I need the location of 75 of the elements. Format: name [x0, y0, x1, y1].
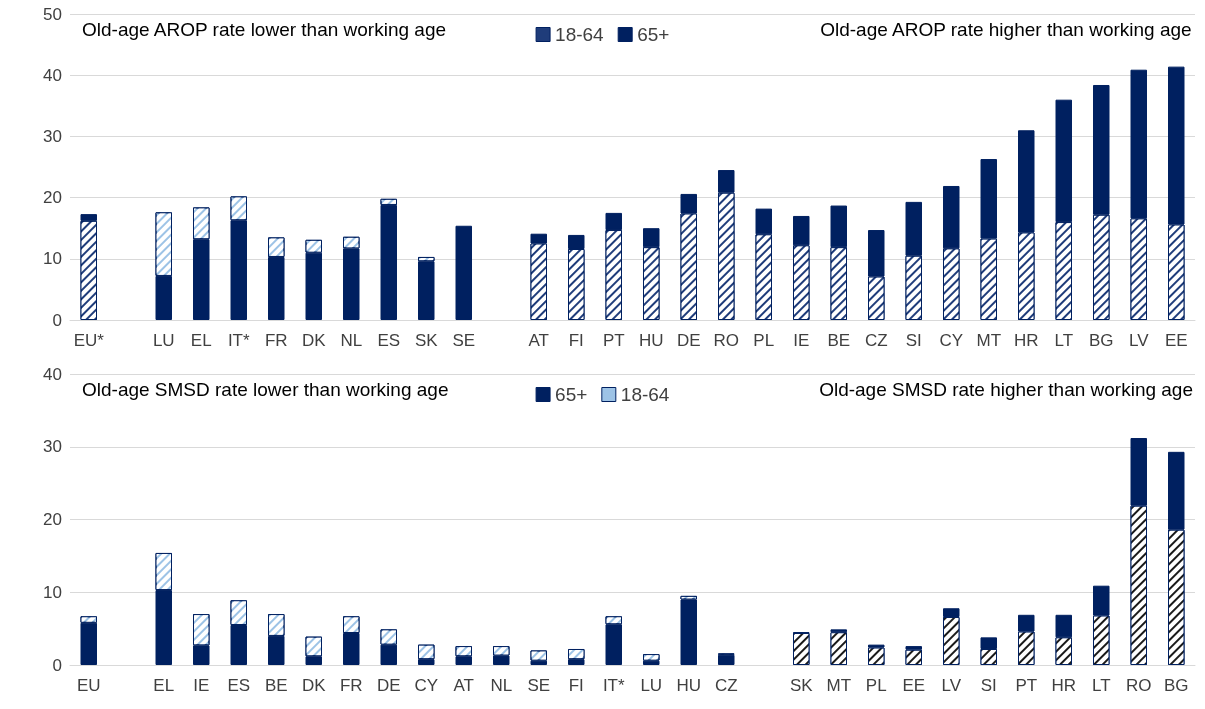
x-tick-label: SE	[527, 676, 551, 695]
y-tick-label: 50	[43, 4, 62, 24]
annotation: Old-age AROP rate lower than working age	[82, 19, 447, 40]
x-tick-label: HR	[1013, 331, 1039, 350]
x-tick-label: NL	[490, 676, 513, 695]
x-tick-label: BG	[1163, 676, 1189, 695]
legend-label: 18-64	[620, 384, 670, 405]
y-tick-label: 30	[43, 126, 62, 146]
x-tick-label: CZ	[864, 331, 888, 350]
x-tick-label: EE	[1164, 331, 1188, 350]
x-tick-label: LV	[941, 676, 962, 695]
y-tick-label: 0	[52, 310, 62, 330]
y-tick-label: 10	[43, 249, 62, 269]
x-tick-label: LT	[1091, 676, 1111, 695]
x-tick-label: IE	[193, 676, 210, 695]
x-tick-label: PL	[753, 331, 775, 350]
x-tick-label: MT	[976, 331, 1002, 350]
y-tick-label: 20	[43, 510, 62, 529]
x-tick-label: PT	[602, 331, 625, 350]
legend-label: 65+	[555, 384, 588, 405]
annotation: Old-age SMSD rate higher than working age	[819, 379, 1194, 400]
x-tick-label: DK	[301, 331, 327, 350]
x-tick-label: CZ	[714, 676, 738, 695]
x-tick-label: LV	[1128, 331, 1150, 350]
x-tick-label: PT	[1015, 676, 1038, 695]
y-tick-label: 40	[43, 364, 62, 384]
x-tick-label: IT*	[227, 331, 250, 350]
x-tick-label: SE	[452, 331, 476, 350]
x-tick-label: HR	[1051, 676, 1077, 695]
x-tick-label: LT	[1054, 331, 1074, 350]
x-tick-label: AT	[528, 331, 549, 350]
x-tick-label: AT	[453, 676, 474, 695]
y-tick-label: 20	[43, 188, 62, 208]
x-tick-label: EL	[153, 676, 175, 695]
x-tick-label: FR	[339, 676, 363, 695]
x-tick-label: EL	[190, 331, 212, 350]
x-tick-label: RO	[713, 331, 739, 350]
x-tick-label: ES	[227, 676, 251, 695]
x-tick-label: LU	[640, 676, 663, 695]
annotation: Old-age AROP rate higher than working age	[820, 19, 1192, 40]
legend-label: 18-64	[555, 24, 605, 45]
x-tick-label: BE	[264, 676, 288, 695]
x-tick-label: FR	[264, 331, 288, 350]
x-tick-label: PL	[865, 676, 887, 695]
y-tick-label: 30	[43, 437, 62, 457]
x-tick-label: SK	[789, 676, 814, 695]
x-tick-label: DK	[301, 676, 327, 695]
annotation: Old-age SMSD rate lower than working age	[82, 379, 449, 400]
x-tick-label: CY	[939, 331, 964, 350]
x-tick-label: EE	[902, 676, 926, 695]
x-tick-label: EU*	[73, 331, 105, 350]
x-tick-label: HU	[676, 676, 702, 695]
x-tick-label: DE	[676, 331, 701, 350]
x-tick-label: EU	[76, 676, 101, 695]
x-tick-label: CY	[414, 676, 439, 695]
x-tick-label: BG	[1088, 331, 1114, 350]
x-tick-label: SI	[980, 676, 997, 695]
legend-label: 65+	[637, 24, 670, 45]
x-tick-label: MT	[826, 676, 852, 695]
x-tick-label: FI	[568, 331, 584, 350]
x-tick-label: HU	[638, 331, 664, 350]
x-tick-label: RO	[1126, 676, 1152, 695]
x-tick-label: NL	[340, 331, 363, 350]
x-tick-label: IE	[793, 331, 810, 350]
y-tick-label: 40	[43, 65, 62, 85]
x-tick-label: FI	[568, 676, 584, 695]
x-tick-label: BE	[827, 331, 851, 350]
x-tick-label: ES	[377, 331, 401, 350]
x-tick-label: LU	[152, 331, 175, 350]
x-tick-label: DE	[376, 676, 401, 695]
y-tick-label: 10	[43, 582, 62, 602]
y-tick-label: 0	[52, 655, 62, 675]
x-tick-label: IT*	[602, 676, 625, 695]
x-tick-label: SI	[905, 331, 922, 350]
x-tick-label: SK	[414, 331, 439, 350]
